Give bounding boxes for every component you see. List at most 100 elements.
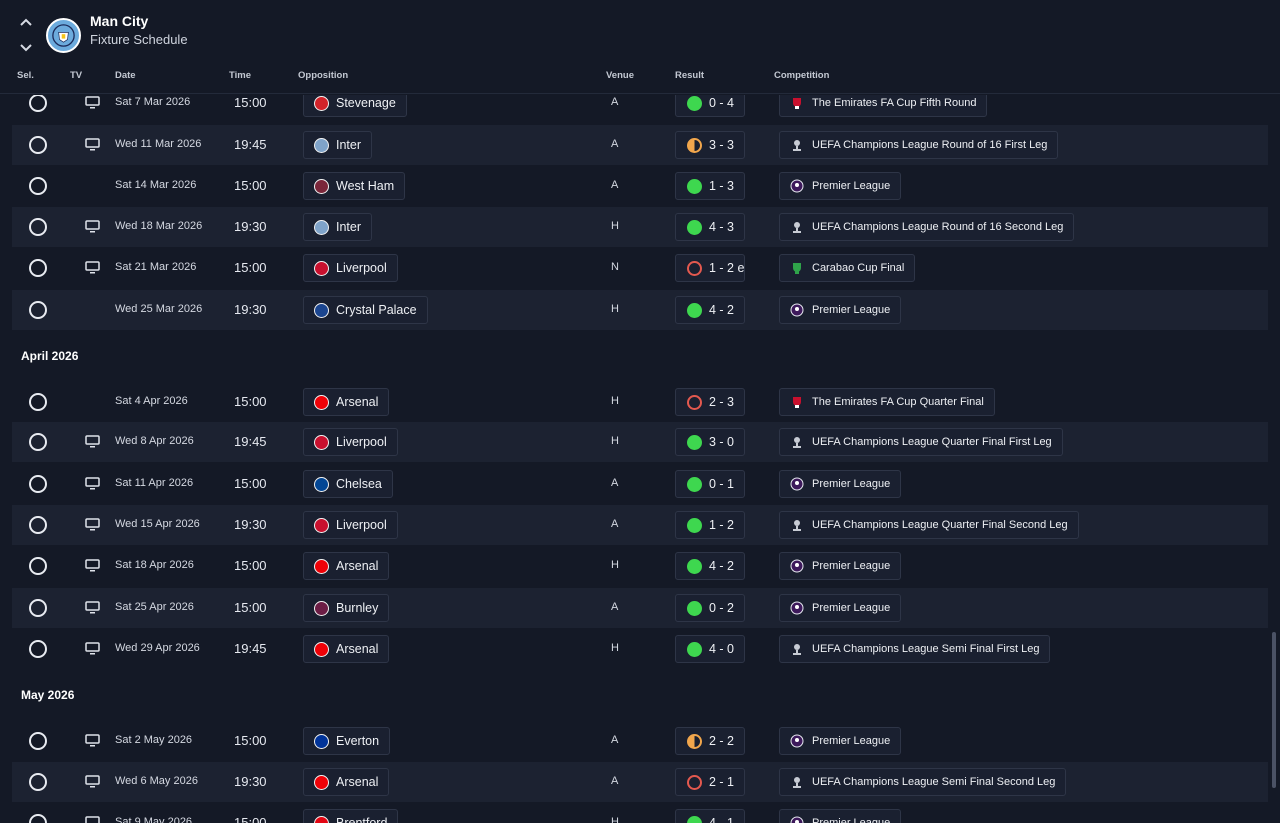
result-button[interactable]: 1 - 2 xyxy=(675,511,745,539)
table-row[interactable]: Sat 18 Apr 2026 15:00 Arsenal H 4 - 2 Premier… xyxy=(12,546,1268,586)
column-result[interactable]: Result xyxy=(675,70,705,81)
competition-button[interactable]: Premier League xyxy=(779,727,902,755)
opposition-button[interactable]: Everton xyxy=(303,727,391,755)
table-row[interactable]: Sat 11 Apr 2026 15:00 Chelsea A 0 - 1 Premier… xyxy=(12,464,1268,504)
table-row[interactable]: Sat 25 Apr 2026 15:00 Burnley A 0 - 2 Premier… xyxy=(12,588,1268,628)
result-button[interactable]: 2 - 2 xyxy=(675,727,745,755)
competition-button[interactable]: Premier League xyxy=(779,296,902,324)
opposition-name: Crystal Palace xyxy=(336,303,417,317)
competition-name: UEFA Champions League Quarter Final Seco… xyxy=(812,519,1068,531)
column-date[interactable]: Date xyxy=(115,70,136,81)
table-row[interactable]: Sat 14 Mar 2026 15:00 West Ham A 1 - 3 Premie… xyxy=(12,166,1268,206)
opposition-button[interactable]: Arsenal xyxy=(303,552,390,580)
select-radio[interactable] xyxy=(29,433,47,451)
competition-button[interactable]: The Emirates FA Cup Fifth Round xyxy=(779,95,988,117)
competition-button[interactable]: UEFA Champions League Quarter Final Seco… xyxy=(779,511,1079,539)
select-radio[interactable] xyxy=(29,95,47,112)
select-radio[interactable] xyxy=(29,259,47,277)
competition-button[interactable]: Carabao Cup Final xyxy=(779,254,916,282)
result-button[interactable]: 0 - 1 xyxy=(675,470,745,498)
result-button[interactable]: 0 - 4 xyxy=(675,95,745,117)
select-radio[interactable] xyxy=(29,773,47,791)
column-competition[interactable]: Competition xyxy=(774,70,830,81)
opposition-button[interactable]: Crystal Palace xyxy=(303,296,428,324)
competition-button[interactable]: The Emirates FA Cup Quarter Final xyxy=(779,388,995,416)
result-button[interactable]: 4 - 2 xyxy=(675,552,745,580)
opposition-button[interactable]: Stevenage xyxy=(303,95,407,117)
chelsea-crest-icon xyxy=(314,477,329,492)
competition-button[interactable]: Premier League xyxy=(779,594,902,622)
select-radio[interactable] xyxy=(29,640,47,658)
table-row[interactable]: Wed 11 Mar 2026 19:45 Inter A 3 - 3 UEFA Cham… xyxy=(12,125,1268,165)
select-radio[interactable] xyxy=(29,814,47,823)
competition-button[interactable]: Premier League xyxy=(779,552,902,580)
opposition-button[interactable]: Inter xyxy=(303,131,373,159)
table-row[interactable]: Wed 29 Apr 2026 19:45 Arsenal H 4 - 0 UEFA Ch… xyxy=(12,629,1268,669)
club-crest-icon[interactable] xyxy=(46,18,81,53)
competition-button[interactable]: UEFA Champions League Round of 16 Second… xyxy=(779,213,1075,241)
table-row[interactable]: Wed 15 Apr 2026 19:30 Liverpool A 1 - 2 UEFA … xyxy=(12,505,1268,545)
competition-button[interactable]: Premier League xyxy=(779,470,902,498)
table-row[interactable]: Wed 18 Mar 2026 19:30 Inter H 4 - 3 UEFA Cham… xyxy=(12,207,1268,247)
opposition-button[interactable]: Inter xyxy=(303,213,373,241)
scrollbar-thumb[interactable] xyxy=(1272,632,1276,788)
competition-button[interactable]: UEFA Champions League Round of 16 First … xyxy=(779,131,1059,159)
result-button[interactable]: 2 - 1 xyxy=(675,768,745,796)
chevron-up-icon[interactable] xyxy=(17,16,35,30)
column-venue[interactable]: Venue xyxy=(606,70,634,81)
column-time[interactable]: Time xyxy=(229,70,252,81)
opposition-button[interactable]: Arsenal xyxy=(303,388,390,416)
result-button[interactable]: 4 - 0 xyxy=(675,635,745,663)
table-row[interactable]: Sat 21 Mar 2026 15:00 Liverpool N 1 - 2 e Car… xyxy=(12,248,1268,288)
fixture-time: 15:00 xyxy=(234,815,267,823)
select-radio[interactable] xyxy=(29,599,47,617)
select-radio[interactable] xyxy=(29,393,47,411)
select-radio[interactable] xyxy=(29,732,47,750)
select-radio[interactable] xyxy=(29,516,47,534)
select-radio[interactable] xyxy=(29,136,47,154)
table-row[interactable]: Sat 9 May 2026 15:00 Brentford H 4 - 1 Premie… xyxy=(12,803,1268,823)
opposition-button[interactable]: Liverpool xyxy=(303,254,398,282)
competition-button[interactable]: Premier League xyxy=(779,809,902,823)
opposition-button[interactable]: Arsenal xyxy=(303,768,390,796)
result-button[interactable]: 3 - 3 xyxy=(675,131,745,159)
result-button[interactable]: 1 - 2 e xyxy=(675,254,745,282)
select-radio[interactable] xyxy=(29,557,47,575)
result-button[interactable]: 4 - 2 xyxy=(675,296,745,324)
result-button[interactable]: 2 - 3 xyxy=(675,388,745,416)
table-row[interactable]: Wed 25 Mar 2026 19:30 Crystal Palace H 4 - 2… xyxy=(12,290,1268,330)
select-radio[interactable] xyxy=(29,475,47,493)
opposition-button[interactable]: Chelsea xyxy=(303,470,393,498)
table-row[interactable]: Sat 2 May 2026 15:00 Everton A 2 - 2 Premier … xyxy=(12,721,1268,761)
table-row[interactable]: Wed 8 Apr 2026 19:45 Liverpool H 3 - 0 UEFA C… xyxy=(12,422,1268,462)
select-radio[interactable] xyxy=(29,301,47,319)
competition-button[interactable]: UEFA Champions League Semi Final Second … xyxy=(779,768,1067,796)
opposition-button[interactable]: Liverpool xyxy=(303,428,398,456)
venue: A xyxy=(611,96,619,108)
competition-button[interactable]: UEFA Champions League Quarter Final Firs… xyxy=(779,428,1063,456)
result-button[interactable]: 4 - 1 xyxy=(675,809,745,823)
select-radio[interactable] xyxy=(29,177,47,195)
result-button[interactable]: 0 - 2 xyxy=(675,594,745,622)
competition-button[interactable]: Premier League xyxy=(779,172,902,200)
opposition-button[interactable]: Brentford xyxy=(303,809,399,823)
table-row[interactable]: Sat 4 Apr 2026 15:00 Arsenal H 2 - 3 The Emir… xyxy=(12,382,1268,422)
club-name[interactable]: Man City xyxy=(90,13,149,29)
competition-button[interactable]: UEFA Champions League Semi Final First L… xyxy=(779,635,1051,663)
nav-arrows xyxy=(17,16,35,56)
column-sel[interactable]: Sel. xyxy=(17,70,34,81)
chevron-down-icon[interactable] xyxy=(17,40,35,54)
table-row[interactable]: Sat 7 Mar 2026 15:00 Stevenage A 0 - 4 The Em… xyxy=(12,95,1268,123)
column-tv[interactable]: TV xyxy=(70,70,83,81)
opposition-button[interactable]: Arsenal xyxy=(303,635,390,663)
result-button[interactable]: 1 - 3 xyxy=(675,172,745,200)
result-button[interactable]: 4 - 3 xyxy=(675,213,745,241)
opposition-button[interactable]: Burnley xyxy=(303,594,390,622)
result-button[interactable]: 3 - 0 xyxy=(675,428,745,456)
opposition-button[interactable]: Liverpool xyxy=(303,511,398,539)
column-opposition[interactable]: Opposition xyxy=(298,70,349,81)
opposition-button[interactable]: West Ham xyxy=(303,172,406,200)
opposition-name: Inter xyxy=(336,220,362,234)
table-row[interactable]: Wed 6 May 2026 19:30 Arsenal A 2 - 1 UEFA Cha… xyxy=(12,762,1268,802)
select-radio[interactable] xyxy=(29,218,47,236)
